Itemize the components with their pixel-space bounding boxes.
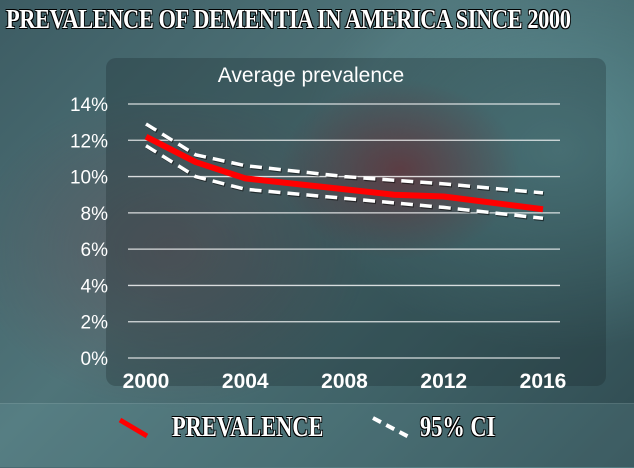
y-tick-label: 10% — [70, 168, 108, 189]
legend-label-ci: 95% CI — [420, 412, 496, 443]
legend-label-prevalence: PREVALENCE — [172, 412, 324, 443]
legend — [0, 403, 634, 468]
ci-line-shadow — [145, 123, 545, 196]
x-tick-label: 2004 — [222, 370, 269, 393]
y-tick-label: 2% — [81, 313, 109, 334]
ci-line — [145, 144, 544, 221]
chart-panel — [106, 58, 606, 386]
legend-ci-swatch — [372, 416, 410, 439]
y-tick-label: 4% — [81, 276, 109, 297]
y-tick-label: 14% — [70, 95, 108, 116]
y-tick-label: 0% — [81, 349, 109, 370]
y-tick-label: 6% — [81, 240, 109, 261]
y-tick-label: 12% — [70, 131, 108, 152]
ci-line — [145, 122, 544, 195]
x-tick-label: 2008 — [321, 370, 368, 393]
x-tick-label: 2000 — [123, 370, 170, 393]
y-tick-label: 8% — [81, 204, 109, 225]
chart-title: Average prevalence — [217, 64, 405, 87]
page-title: PREVALENCE OF DEMENTIA IN AMERICA SINCE … — [6, 4, 571, 34]
x-tick-label: 2016 — [520, 370, 567, 393]
x-tick-label: 2012 — [420, 370, 467, 393]
legend-prevalence-swatch — [118, 417, 149, 439]
prevalence-line — [144, 133, 544, 213]
